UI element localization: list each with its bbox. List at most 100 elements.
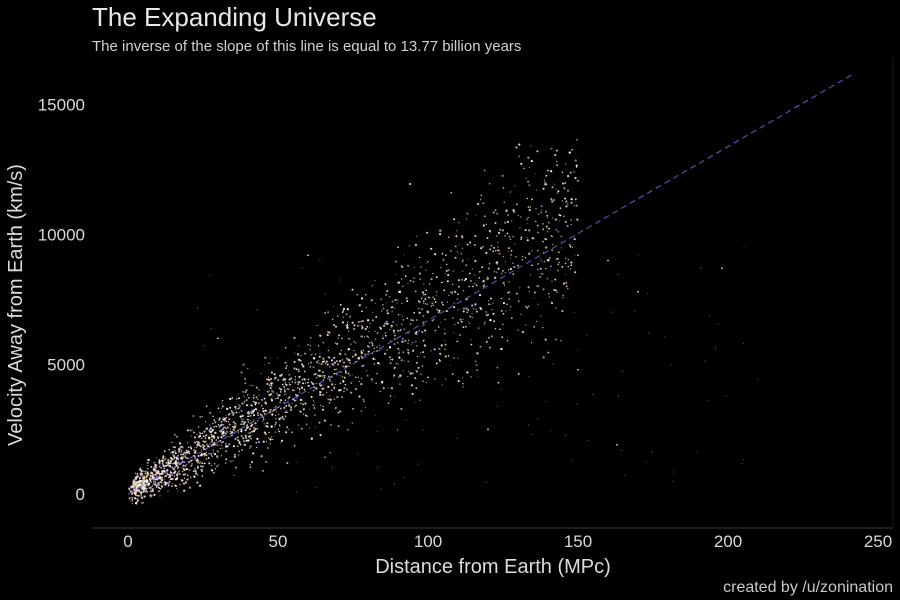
data-point	[310, 353, 313, 356]
data-point	[243, 421, 246, 424]
data-point	[495, 235, 498, 237]
data-point	[183, 489, 186, 492]
data-point	[365, 306, 368, 309]
data-point	[428, 296, 430, 299]
data-point	[470, 376, 472, 378]
data-point	[312, 403, 315, 407]
data-point	[576, 218, 579, 221]
data-point	[204, 421, 207, 423]
data-point	[164, 464, 168, 467]
data-point	[418, 307, 420, 310]
data-point	[294, 393, 297, 396]
data-point	[202, 435, 205, 438]
data-point	[258, 389, 260, 391]
data-point	[487, 267, 490, 270]
data-point	[461, 261, 463, 263]
data-point	[327, 385, 330, 388]
data-point	[417, 300, 420, 302]
data-point	[243, 443, 246, 446]
data-point	[228, 414, 230, 416]
data-point	[229, 460, 232, 463]
data-point	[203, 430, 206, 433]
data-point	[536, 249, 539, 252]
data-point	[467, 309, 470, 311]
data-point	[397, 342, 399, 344]
data-point	[140, 469, 143, 472]
data-point	[253, 409, 256, 411]
data-point	[168, 480, 171, 483]
data-point	[394, 366, 396, 369]
data-point	[176, 475, 179, 477]
data-point	[565, 257, 567, 259]
data-point	[342, 309, 345, 313]
data-point	[294, 376, 296, 378]
data-point	[521, 255, 524, 258]
data-point	[366, 335, 368, 337]
data-point	[457, 322, 459, 324]
data-point	[495, 271, 498, 274]
data-point	[544, 338, 547, 341]
data-point	[415, 401, 417, 403]
data-point	[151, 485, 153, 488]
data-point	[479, 345, 482, 348]
data-point	[512, 235, 514, 238]
data-point	[332, 318, 334, 320]
data-point	[130, 496, 133, 499]
data-point	[412, 342, 414, 344]
data-point	[173, 475, 176, 477]
data-point	[500, 388, 502, 390]
data-point	[204, 434, 207, 437]
data-point	[238, 407, 240, 409]
data-point	[408, 245, 410, 247]
data-point	[520, 313, 522, 315]
data-point	[297, 383, 300, 386]
data-point	[186, 429, 189, 432]
data-point	[531, 249, 533, 252]
data-point	[474, 282, 476, 285]
data-point	[426, 303, 429, 305]
data-point	[525, 324, 527, 326]
data-point	[184, 453, 187, 456]
data-point	[310, 381, 313, 384]
data-point	[316, 324, 318, 327]
data-point	[298, 409, 300, 411]
data-point	[548, 257, 551, 259]
data-point	[434, 301, 437, 303]
data-point	[221, 444, 223, 447]
data-point	[236, 436, 238, 439]
data-point	[260, 373, 262, 375]
data-point	[337, 411, 339, 414]
data-point	[133, 480, 136, 483]
data-point	[274, 423, 277, 426]
data-point	[396, 429, 399, 431]
data-point	[334, 325, 338, 328]
data-point	[172, 446, 175, 448]
data-point	[567, 203, 569, 205]
data-point	[210, 454, 213, 456]
data-point	[260, 455, 263, 458]
data-point	[416, 319, 418, 321]
data-point	[574, 176, 577, 180]
data-point	[420, 298, 423, 300]
data-point	[237, 430, 239, 432]
data-point	[225, 433, 227, 435]
data-point	[287, 397, 289, 400]
data-point	[324, 293, 326, 295]
data-point	[262, 470, 264, 472]
data-point	[243, 401, 246, 403]
data-point	[556, 161, 558, 163]
data-point	[547, 169, 549, 172]
data-point	[175, 474, 178, 476]
data-point	[278, 430, 281, 433]
data-point	[168, 448, 171, 451]
data-point	[393, 331, 396, 334]
data-point	[210, 443, 212, 445]
data-point	[313, 373, 315, 376]
data-point	[237, 432, 239, 434]
data-point	[400, 359, 403, 362]
data-point	[267, 447, 269, 449]
data-point	[346, 313, 348, 315]
data-point	[261, 414, 263, 416]
data-point	[404, 339, 407, 342]
data-point	[157, 481, 160, 485]
